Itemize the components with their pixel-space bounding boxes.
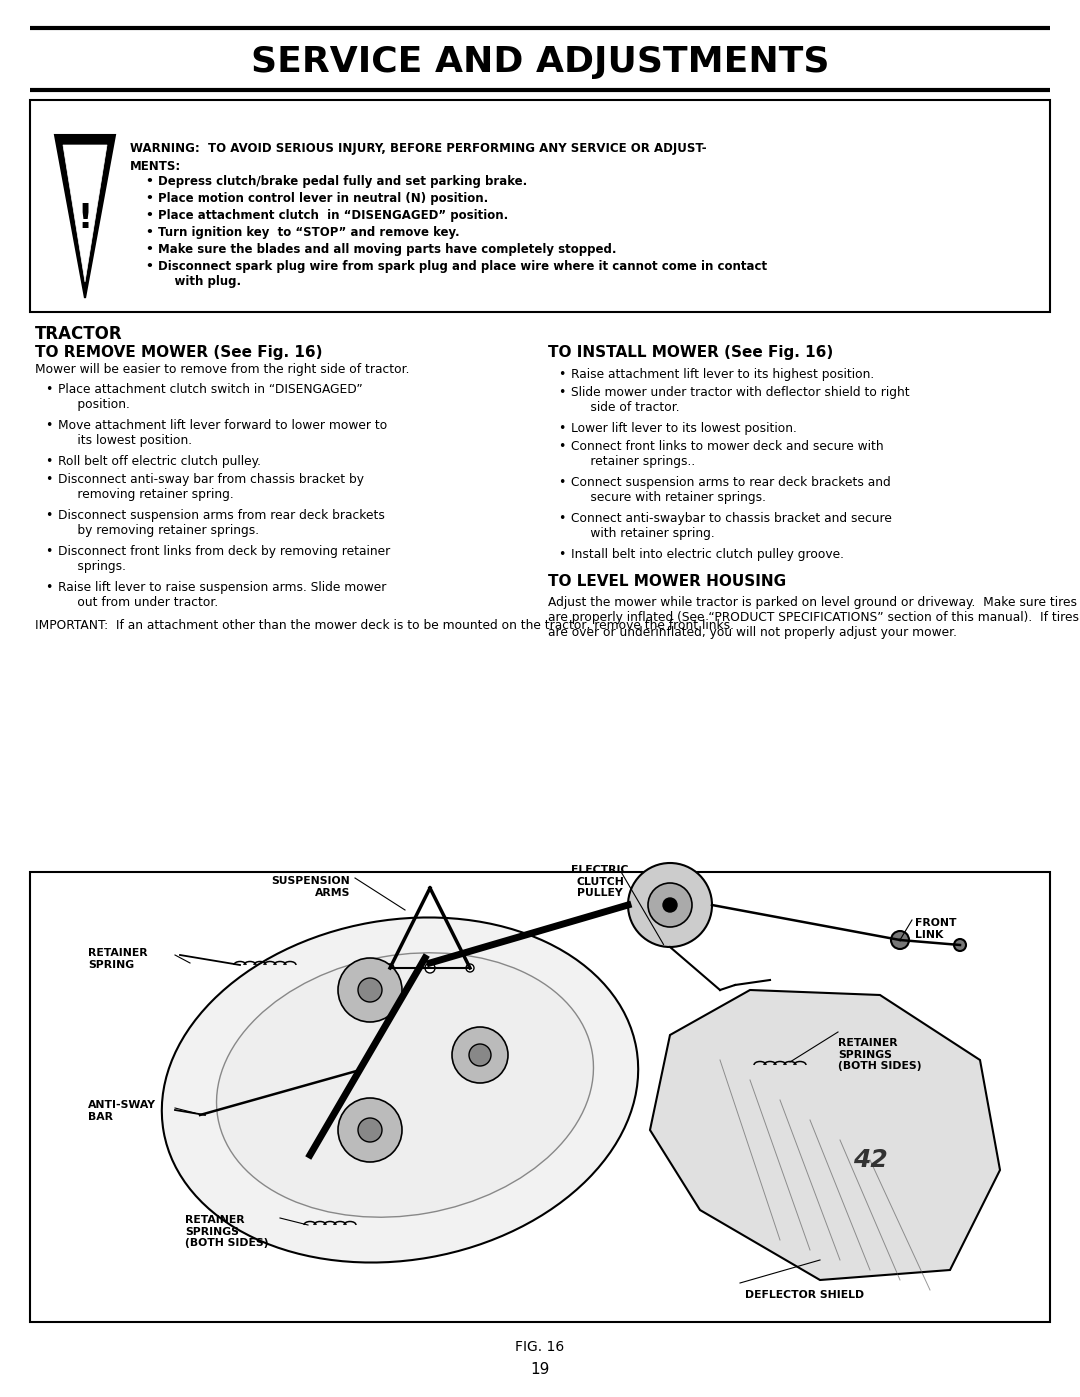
Circle shape [426,963,435,972]
Text: Install belt into electric clutch pulley groove.: Install belt into electric clutch pulley… [571,548,843,562]
Circle shape [453,1027,508,1083]
Text: Make sure the blades and all moving parts have completely stopped.: Make sure the blades and all moving part… [158,243,617,256]
Circle shape [891,930,909,949]
Text: WARNING:  TO AVOID SERIOUS INJURY, BEFORE PERFORMING ANY SERVICE OR ADJUST-: WARNING: TO AVOID SERIOUS INJURY, BEFORE… [130,142,706,155]
Text: •: • [558,422,565,434]
Text: Place motion control lever in neutral (N) position.: Place motion control lever in neutral (N… [158,191,488,205]
Polygon shape [55,136,114,298]
Text: Connect suspension arms to rear deck brackets and
     secure with retainer spri: Connect suspension arms to rear deck bra… [571,476,891,504]
Text: TO REMOVE MOWER (See Fig. 16): TO REMOVE MOWER (See Fig. 16) [35,345,323,360]
Text: •: • [45,545,52,557]
Text: ELECTRIC
CLUTCH
PULLEY: ELECTRIC CLUTCH PULLEY [571,865,629,898]
Text: FIG. 16: FIG. 16 [515,1340,565,1354]
Circle shape [357,978,382,1002]
Text: •: • [45,455,52,468]
Circle shape [338,958,402,1023]
Text: Turn ignition key  to “STOP” and remove key.: Turn ignition key to “STOP” and remove k… [158,226,460,239]
Text: •: • [558,476,565,489]
Text: TO LEVEL MOWER HOUSING: TO LEVEL MOWER HOUSING [548,574,786,590]
Text: Disconnect front links from deck by removing retainer
     springs.: Disconnect front links from deck by remo… [58,545,390,573]
Text: •: • [45,474,52,486]
FancyBboxPatch shape [30,872,1050,1322]
Circle shape [386,964,394,972]
Text: RETAINER
SPRINGS
(BOTH SIDES): RETAINER SPRINGS (BOTH SIDES) [838,1038,921,1071]
Text: •: • [558,511,565,525]
Text: IMPORTANT:  If an attachment other than the mower deck is to be mounted on the t: IMPORTANT: If an attachment other than t… [35,619,734,631]
Text: ANTI-SWAY
BAR: ANTI-SWAY BAR [87,1099,156,1122]
Text: Move attachment lift lever forward to lower mower to
     its lowest position.: Move attachment lift lever forward to lo… [58,419,388,447]
Text: •: • [558,367,565,381]
Text: Depress clutch/brake pedal fully and set parking brake.: Depress clutch/brake pedal fully and set… [158,175,527,189]
Circle shape [469,1044,491,1066]
Circle shape [663,898,677,912]
Text: •: • [145,191,153,205]
Text: •: • [45,383,52,395]
Text: •: • [145,226,153,239]
Text: MENTS:: MENTS: [130,161,181,173]
Circle shape [465,964,474,972]
Text: DEFLECTOR SHIELD: DEFLECTOR SHIELD [745,1289,864,1301]
Ellipse shape [162,918,638,1263]
Text: SERVICE AND ADJUSTMENTS: SERVICE AND ADJUSTMENTS [251,45,829,80]
Text: •: • [145,243,153,256]
Text: TO INSTALL MOWER (See Fig. 16): TO INSTALL MOWER (See Fig. 16) [548,345,834,360]
Text: Adjust the mower while tractor is parked on level ground or driveway.  Make sure: Adjust the mower while tractor is parked… [548,597,1079,638]
Circle shape [627,863,712,947]
Text: RETAINER
SPRING: RETAINER SPRING [87,949,148,970]
Circle shape [648,883,692,928]
Text: Raise lift lever to raise suspension arms. Slide mower
     out from under tract: Raise lift lever to raise suspension arm… [58,581,387,609]
Text: Place attachment clutch switch in “DISENGAGED”
     position.: Place attachment clutch switch in “DISEN… [58,383,363,411]
Text: Slide mower under tractor with deflector shield to right
     side of tractor.: Slide mower under tractor with deflector… [571,386,909,414]
Text: SUSPENSION
ARMS: SUSPENSION ARMS [271,876,350,898]
Text: Connect anti-swaybar to chassis bracket and secure
     with retainer spring.: Connect anti-swaybar to chassis bracket … [571,511,892,541]
Text: •: • [558,548,565,562]
FancyBboxPatch shape [30,101,1050,312]
Text: Disconnect anti-sway bar from chassis bracket by
     removing retainer spring.: Disconnect anti-sway bar from chassis br… [58,474,364,502]
Text: •: • [45,419,52,432]
Text: Place attachment clutch  in “DISENGAGED” position.: Place attachment clutch in “DISENGAGED” … [158,210,509,222]
Text: •: • [145,175,153,189]
Polygon shape [63,145,107,282]
Text: •: • [145,260,153,272]
Text: Roll belt off electric clutch pulley.: Roll belt off electric clutch pulley. [58,455,261,468]
Text: •: • [45,581,52,594]
Text: Connect front links to mower deck and secure with
     retainer springs..: Connect front links to mower deck and se… [571,440,883,468]
Circle shape [338,1098,402,1162]
Polygon shape [650,990,1000,1280]
Text: 42: 42 [852,1148,888,1172]
Text: TRACTOR: TRACTOR [35,326,123,344]
Text: Raise attachment lift lever to its highest position.: Raise attachment lift lever to its highe… [571,367,874,381]
Text: FRONT
LINK: FRONT LINK [915,918,957,940]
Ellipse shape [216,953,594,1217]
Text: Lower lift lever to its lowest position.: Lower lift lever to its lowest position. [571,422,797,434]
Text: !: ! [78,201,93,235]
Circle shape [954,939,966,951]
Text: 19: 19 [530,1362,550,1377]
Text: •: • [558,386,565,400]
Text: •: • [45,509,52,522]
Text: RETAINER
SPRINGS
(BOTH SIDES): RETAINER SPRINGS (BOTH SIDES) [185,1215,269,1248]
Text: •: • [558,440,565,453]
Text: •: • [145,210,153,222]
Circle shape [357,1118,382,1141]
Text: Disconnect suspension arms from rear deck brackets
     by removing retainer spr: Disconnect suspension arms from rear dec… [58,509,384,536]
Text: Disconnect spark plug wire from spark plug and place wire where it cannot come i: Disconnect spark plug wire from spark pl… [158,260,767,288]
Text: Mower will be easier to remove from the right side of tractor.: Mower will be easier to remove from the … [35,363,409,376]
